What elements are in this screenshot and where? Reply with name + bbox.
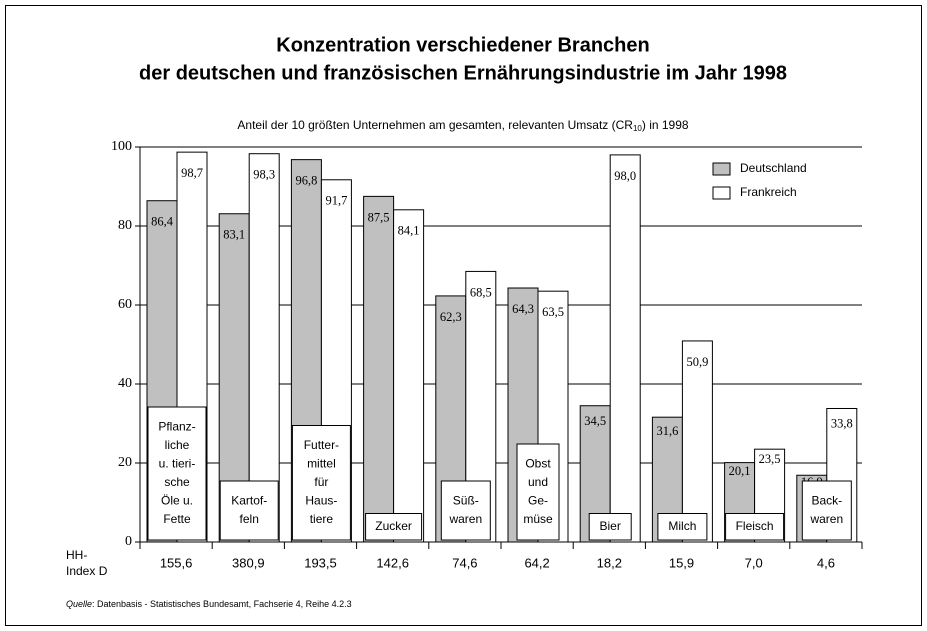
category-label: Bier bbox=[600, 519, 621, 533]
category-box bbox=[516, 443, 560, 541]
category-box bbox=[657, 513, 708, 541]
value-label: 86,4 bbox=[151, 215, 174, 229]
subtitle-suffix: ) in 1998 bbox=[642, 118, 689, 132]
legend-swatch bbox=[712, 162, 731, 176]
hh-value: 155,6 bbox=[160, 555, 193, 570]
category-box bbox=[440, 480, 491, 541]
category-label: mittel bbox=[307, 456, 336, 470]
hh-label: Index D bbox=[66, 564, 108, 578]
category-label: Öle u. bbox=[161, 493, 193, 507]
hh-label: HH- bbox=[66, 548, 87, 562]
hh-value: 18,2 bbox=[597, 555, 622, 570]
hh-value: 380,9 bbox=[232, 555, 265, 570]
category-label: Milch bbox=[668, 519, 696, 533]
bar bbox=[363, 195, 395, 543]
category-box bbox=[588, 513, 632, 541]
category-label: Fette bbox=[163, 512, 191, 526]
category-label: Ge- bbox=[528, 493, 548, 507]
category-label: waren bbox=[448, 512, 482, 526]
category-label: Pflanz- bbox=[158, 419, 195, 433]
bar bbox=[681, 340, 713, 543]
category-label: feln bbox=[240, 512, 259, 526]
source-label: Quelle bbox=[66, 599, 92, 609]
value-label: 83,1 bbox=[223, 228, 245, 242]
hh-value: 4,6 bbox=[817, 555, 835, 570]
category-label: für bbox=[314, 475, 328, 489]
category-label: und bbox=[528, 475, 548, 489]
category-label: Kartof- bbox=[231, 493, 267, 507]
category-label: Süß- bbox=[453, 493, 479, 507]
category-label: u. tieri- bbox=[159, 456, 196, 470]
value-label: 96,8 bbox=[295, 174, 317, 188]
hh-value: 142,6 bbox=[376, 555, 409, 570]
legend-swatch bbox=[712, 186, 731, 200]
y-tick-label: 0 bbox=[125, 534, 132, 549]
value-label: 33,8 bbox=[831, 416, 853, 430]
value-label: 63,5 bbox=[542, 305, 564, 319]
bar bbox=[393, 209, 425, 543]
subtitle: Anteil der 10 größten Unternehmen am ges… bbox=[237, 118, 688, 133]
category-label: Fleisch bbox=[736, 519, 774, 533]
y-tick-label: 60 bbox=[118, 297, 132, 312]
hh-value: 193,5 bbox=[304, 555, 337, 570]
hh-value: 74,6 bbox=[452, 555, 477, 570]
category-box bbox=[147, 406, 207, 541]
category-box bbox=[801, 480, 852, 541]
chart-title: Konzentration verschiedener Branchen bbox=[276, 34, 649, 56]
value-label: 62,3 bbox=[440, 310, 462, 324]
value-label: 87,5 bbox=[368, 210, 390, 224]
category-box bbox=[291, 425, 351, 541]
y-tick-label: 20 bbox=[118, 455, 132, 470]
category-box bbox=[725, 513, 785, 541]
value-label: 98,0 bbox=[614, 169, 636, 183]
value-label: 20,1 bbox=[729, 464, 751, 478]
category-box bbox=[365, 513, 423, 541]
category-label: Zucker bbox=[375, 519, 412, 533]
subtitle-text: Anteil der 10 größten Unternehmen am ges… bbox=[237, 118, 633, 132]
category-label: tiere bbox=[310, 512, 334, 526]
legend-label: Deutschland bbox=[740, 161, 807, 175]
hh-value: 7,0 bbox=[745, 555, 763, 570]
category-label: müse bbox=[523, 512, 553, 526]
value-label: 98,7 bbox=[181, 166, 203, 180]
y-tick-label: 100 bbox=[111, 139, 132, 154]
value-label: 23,5 bbox=[759, 452, 781, 466]
category-label: Back- bbox=[811, 493, 842, 507]
chart-title: der deutschen und französischen Ernährun… bbox=[139, 62, 787, 84]
value-label: 50,9 bbox=[686, 355, 708, 369]
category-label: sche bbox=[164, 475, 190, 489]
category-box bbox=[219, 480, 279, 541]
category-label: Futter- bbox=[304, 438, 339, 452]
category-label: Haus- bbox=[305, 493, 337, 507]
value-label: 98,3 bbox=[253, 168, 275, 182]
category-label: waren bbox=[809, 512, 843, 526]
subtitle-subscript: 10 bbox=[633, 124, 642, 133]
value-label: 91,7 bbox=[325, 194, 347, 208]
hh-value: 64,2 bbox=[524, 555, 549, 570]
value-label: 84,1 bbox=[398, 224, 420, 238]
value-label: 68,5 bbox=[470, 285, 492, 299]
legend-label: Frankreich bbox=[740, 185, 797, 199]
source: Quelle: Datenbasis - Statistisches Bunde… bbox=[66, 599, 352, 609]
category-label: Obst bbox=[525, 456, 551, 470]
bar bbox=[609, 154, 641, 543]
source-text: : Datenbasis - Statistisches Bundesamt, … bbox=[92, 599, 352, 609]
value-label: 64,3 bbox=[512, 302, 534, 316]
value-label: 34,5 bbox=[584, 414, 606, 428]
y-tick-label: 80 bbox=[118, 218, 132, 233]
hh-value: 15,9 bbox=[669, 555, 694, 570]
category-label: liche bbox=[165, 438, 190, 452]
y-tick-label: 40 bbox=[118, 376, 132, 391]
value-label: 31,6 bbox=[656, 424, 678, 438]
